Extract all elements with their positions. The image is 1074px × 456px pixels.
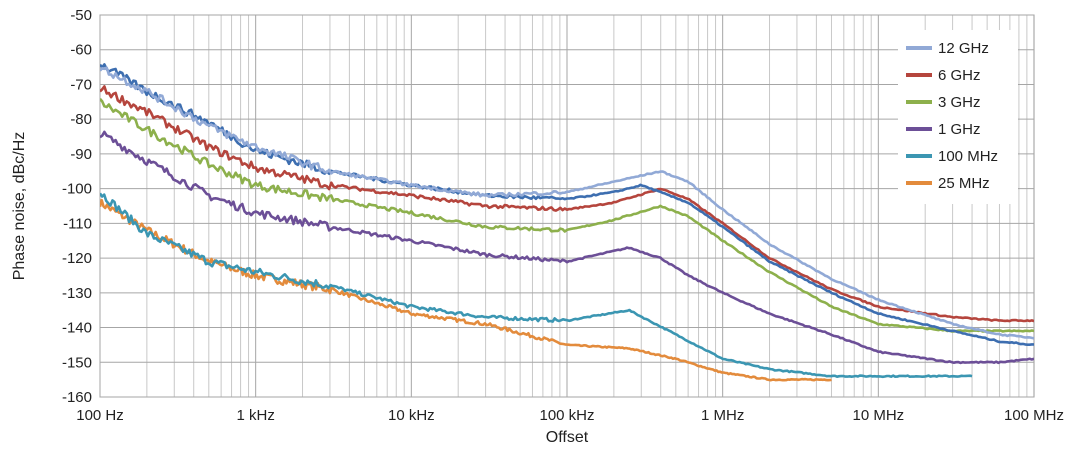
series-line-100-mhz (100, 192, 973, 379)
legend-label: 100 MHz (938, 148, 998, 165)
legend-label: 3 GHz (938, 94, 981, 111)
series-line-12-ghz (100, 66, 1034, 340)
legend-label: 25 MHz (938, 175, 990, 192)
x-tick-label: 100 MHz (1004, 407, 1064, 424)
x-tick-label: 100 kHz (539, 407, 594, 424)
x-tick-label: 10 MHz (852, 407, 904, 424)
legend: 12 GHz 6 GHz 3 GHz 1 GHz 100 MHz 25 MHz (898, 30, 1018, 204)
y-axis-title: Phase noise, dBc/Hz (11, 132, 28, 281)
x-tick-label: 10 kHz (388, 407, 435, 424)
x-tick-label: 100 Hz (76, 407, 124, 424)
y-tick-label: -80 (70, 111, 92, 128)
y-tick-label: -140 (62, 320, 92, 337)
y-tick-label: -90 (70, 146, 92, 163)
legend-label: 6 GHz (938, 67, 981, 84)
y-tick-label: -160 (62, 389, 92, 406)
series-line-3-ghz (100, 97, 1034, 333)
legend-label: 1 GHz (938, 121, 981, 138)
series-line-6-ghz (100, 85, 1034, 323)
y-tick-label: -60 (70, 42, 92, 59)
series-line-1-ghz (100, 130, 1034, 365)
x-tick-label: 1 MHz (701, 407, 744, 424)
x-axis-title: Offset (546, 429, 589, 446)
series-line-25-mhz (100, 198, 832, 382)
y-tick-label: -110 (63, 215, 92, 232)
y-tick-label: -120 (62, 250, 92, 267)
legend-box (898, 30, 1018, 204)
y-tick-label: -130 (62, 285, 92, 302)
y-tick-label: -70 (70, 76, 92, 93)
y-tick-label: -100 (62, 181, 92, 198)
legend-label: 12 GHz (938, 40, 989, 57)
y-tick-label: -50 (70, 7, 92, 24)
x-tick-label: 1 kHz (236, 407, 274, 424)
series-lines (100, 63, 1034, 382)
series-line-unlabeled (100, 63, 1034, 347)
y-tick-label: -150 (62, 354, 92, 371)
